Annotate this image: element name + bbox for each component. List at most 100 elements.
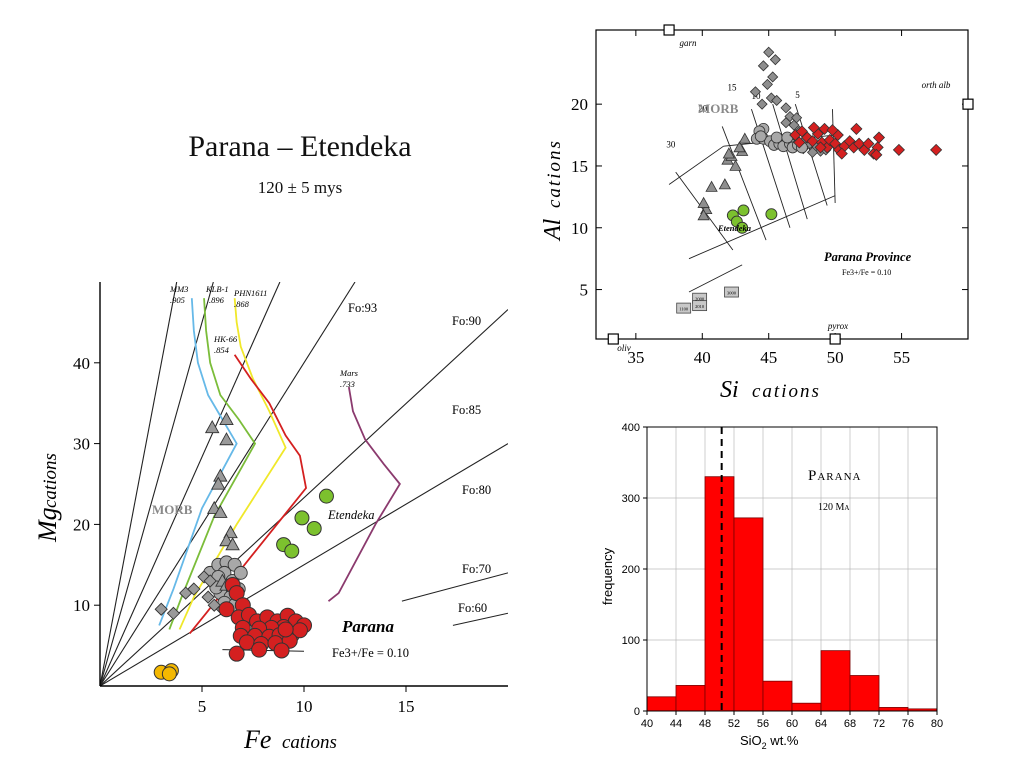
morb-circle-point — [754, 130, 767, 143]
parana-diamond-point — [872, 131, 886, 144]
fo-label: Fo:90 — [452, 314, 481, 328]
y-tick-label: 0 — [634, 706, 640, 718]
morb-diamond-point — [791, 112, 803, 124]
curve-label: HK-66 — [213, 334, 238, 344]
end-member-marker — [663, 24, 675, 36]
curve-value: .905 — [170, 295, 185, 305]
histogram-bar — [675, 685, 706, 712]
contour-line — [772, 104, 808, 220]
x-tick-label: 80 — [931, 718, 943, 730]
ratio-label: Fe3+/Fe = 0.10 — [842, 268, 891, 277]
y-tick-label: 40 — [73, 354, 90, 373]
page-subtitle: 120 ± 5 mys — [257, 178, 343, 197]
morb-diamond-point — [187, 582, 201, 596]
etendeka-point — [294, 510, 310, 526]
morb-triangle-point — [225, 537, 240, 551]
fo-line — [100, 309, 508, 686]
fo-line — [100, 443, 508, 686]
etendeka-point — [737, 204, 750, 217]
x-tick-label: 48 — [699, 718, 711, 730]
histogram-bar — [878, 707, 909, 712]
boxed-sample — [692, 300, 708, 312]
end-member-label: orth alb — [922, 80, 951, 90]
boxed-sample-label: 2000 — [695, 297, 705, 302]
x-tick-label: 72 — [873, 718, 885, 730]
y-tick-label: 20 — [73, 515, 90, 534]
boxed-sample-label: 3000 — [727, 291, 737, 296]
fo-line — [100, 282, 281, 686]
x-axis-title-main: Fe — [243, 725, 271, 754]
contour-line — [688, 264, 743, 293]
end-member-marker — [607, 333, 619, 345]
y-axis-title-main: Mg — [33, 507, 62, 543]
x-tick-label: 64 — [815, 718, 827, 730]
x-axis-title-suffix: wt.% — [767, 733, 799, 748]
fo-label: Fo:85 — [452, 403, 481, 417]
contour-line — [688, 195, 836, 260]
end-member-label: garn — [679, 38, 697, 48]
boxed-sample-label: 2010 — [695, 304, 705, 309]
morb-diamond-point — [763, 46, 775, 58]
x-axis-title-subscript: 2 — [762, 741, 767, 751]
x-tick-label: 15 — [398, 697, 415, 716]
parana-point — [277, 621, 294, 638]
x-tick-label: 60 — [786, 718, 798, 730]
morb-diamond-point — [166, 606, 181, 620]
y-tick-label: 400 — [622, 422, 640, 434]
fo-label: Fo:70 — [462, 562, 491, 576]
morb-triangle-point — [211, 476, 226, 490]
parana-point — [228, 645, 245, 662]
etendeka-point — [284, 543, 300, 559]
y-tick-label: 30 — [73, 435, 90, 454]
morb-circle-point — [233, 565, 248, 580]
al-si-chart: 35404550555101520302015105garnorth albol… — [540, 24, 974, 403]
y-axis-title: Al cations — [540, 139, 566, 242]
boxed-sample-label: 1100 — [679, 307, 689, 312]
x-tick-label: 52 — [728, 718, 740, 730]
histogram-bar — [762, 680, 793, 712]
morb-triangle-point — [697, 196, 710, 208]
parana-label: Parana — [341, 617, 394, 636]
x-tick-label: 55 — [893, 348, 910, 367]
y-tick-label: 5 — [580, 281, 589, 300]
morb-diamond-point — [761, 78, 773, 90]
y-axis-title: frequency — [600, 547, 615, 605]
contour-line — [832, 109, 836, 204]
morb-diamond-point — [757, 60, 769, 72]
x-axis-title-sub: cations — [752, 381, 821, 402]
morb-diamond-point — [203, 574, 217, 588]
morb-triangle-point — [733, 141, 746, 153]
histogram-bar — [646, 696, 677, 712]
parana-point — [273, 642, 290, 659]
y-tick-label: 15 — [571, 157, 588, 176]
histogram-bar — [849, 675, 880, 712]
x-tick-label: 45 — [760, 348, 777, 367]
morb-diamond-point — [769, 54, 781, 66]
x-tick-label: 40 — [641, 718, 653, 730]
etendeka-point — [306, 520, 322, 536]
fo-label: Fo:93 — [348, 301, 377, 315]
curve-value: .733 — [340, 379, 355, 389]
y-tick-label: 300 — [622, 493, 640, 505]
x-tick-label: 40 — [694, 348, 711, 367]
end-member-marker — [829, 333, 841, 345]
y-tick-label: 10 — [73, 596, 90, 615]
morb-triangle-point — [213, 504, 228, 518]
morb-diamond-point — [780, 117, 792, 129]
y-axis-title-sub: cations — [40, 453, 61, 508]
contour-label: 5 — [795, 90, 800, 100]
morb-diamond-point — [780, 102, 792, 114]
etendeka-label: Etendeka — [717, 223, 752, 233]
etendeka-point — [318, 488, 334, 504]
boxed-sample — [724, 286, 739, 298]
province-label: Parana Province — [824, 250, 912, 264]
morb-label: MORB — [698, 101, 739, 116]
morb-triangle-point — [705, 180, 718, 192]
x-tick-label: 50 — [827, 348, 844, 367]
fo-line — [100, 282, 214, 686]
x-tick-label: 5 — [198, 697, 207, 716]
plot-area — [100, 282, 508, 686]
plot-frame — [595, 29, 969, 340]
end-member-label: pyrox — [827, 321, 848, 331]
histogram-bar — [733, 517, 764, 712]
